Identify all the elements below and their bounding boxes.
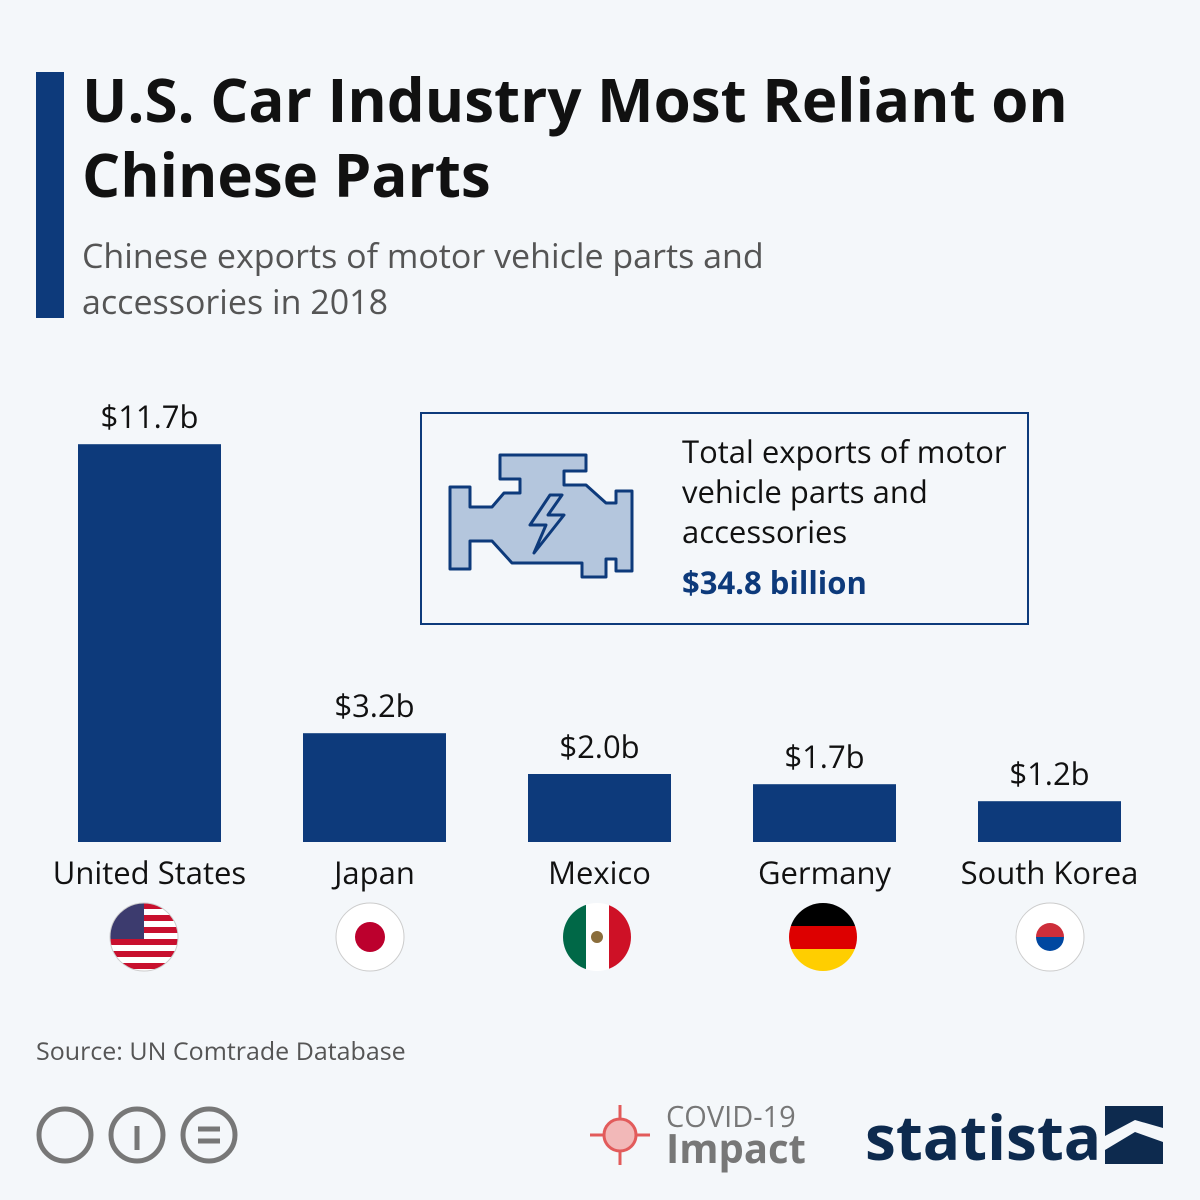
value-label: $1.2b — [1009, 753, 1089, 795]
annotation-box — [420, 412, 1029, 625]
bar — [753, 784, 896, 842]
bar — [978, 801, 1121, 842]
bar — [528, 774, 671, 842]
impact-label: Impact — [666, 1120, 806, 1175]
covid-label: COVID-19 — [666, 1097, 796, 1136]
value-label: $1.7b — [784, 736, 864, 778]
flag-border — [109, 902, 179, 972]
chart-subtitle: Chinese exports of motor vehicle parts a… — [82, 232, 764, 324]
x-tick-label: Mexico — [548, 852, 651, 894]
engine-icon — [448, 453, 634, 579]
covid-icon — [590, 1105, 650, 1165]
value-label: $11.7b — [100, 396, 198, 438]
x-tick-label: Japan — [331, 852, 415, 894]
value-label: $2.0b — [559, 726, 639, 768]
x-tick-label: Germany — [758, 852, 892, 894]
chart-title: U.S. Car Industry Most Reliant on Chines… — [82, 58, 1068, 215]
x-tick-label: United States — [53, 852, 246, 894]
flag-korea-red — [1036, 923, 1064, 937]
flags — [109, 902, 1085, 972]
source: Source: UN Comtrade Database — [36, 1034, 406, 1068]
annotation-value: $34.8 billion — [682, 562, 867, 604]
value-label: $3.2b — [334, 685, 414, 727]
cc-icons — [36, 1106, 238, 1164]
bar — [303, 733, 446, 842]
accent-bar — [36, 72, 64, 318]
brand-logo — [1105, 1106, 1163, 1164]
annotation-text: Total exports of motor vehicle parts and… — [682, 431, 1007, 553]
flag-germany — [789, 903, 857, 971]
bar — [78, 444, 221, 842]
flag-mexico — [563, 903, 631, 971]
flag-korea-blue — [1036, 937, 1064, 951]
flag-japan-sun — [355, 922, 385, 952]
brand: statista — [865, 1095, 1101, 1179]
x-tick-label: South Korea — [961, 852, 1139, 894]
